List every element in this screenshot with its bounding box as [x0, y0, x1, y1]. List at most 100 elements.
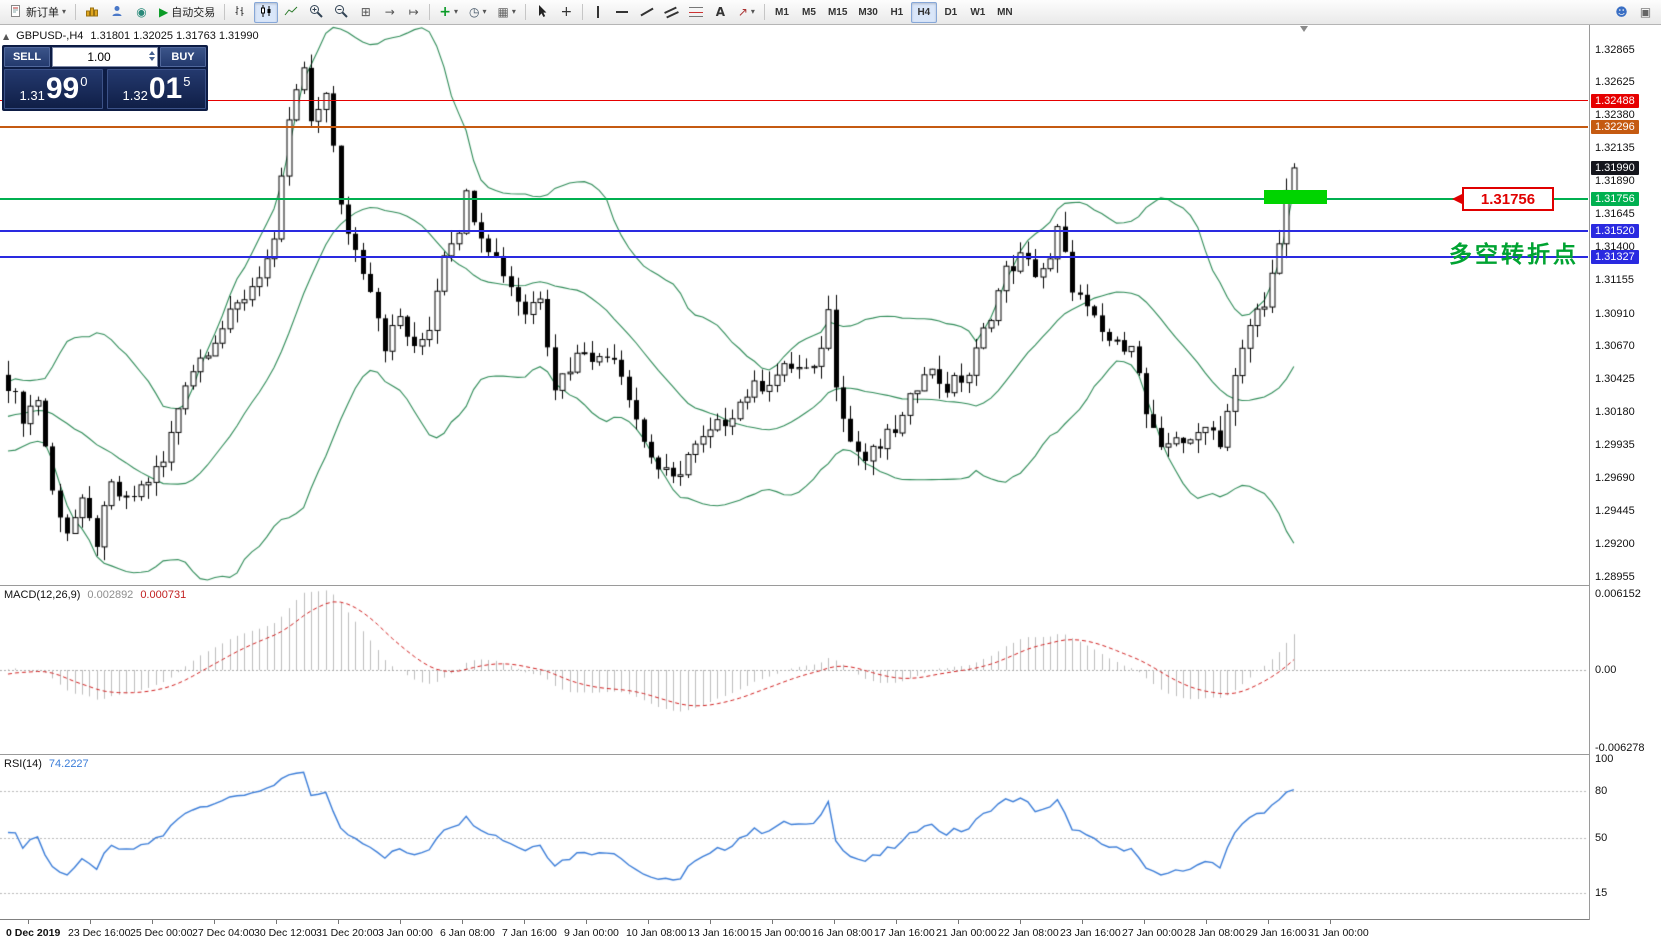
chart-shift-button[interactable]: ↦: [402, 2, 425, 23]
time-axis[interactable]: 0 Dec 2019 23 Dec 16:00 25 Dec 00:00 27 Dec…: [0, 920, 1661, 947]
price-axis-label: 1.32865: [1595, 44, 1635, 56]
buy-button[interactable]: BUY: [160, 47, 206, 67]
bar-chart-button[interactable]: [229, 2, 253, 23]
price-axis[interactable]: 1.32865 1.32625 1.32380 1.32135 1.31890 1.316…: [1589, 25, 1661, 920]
resistance-line-upper[interactable]: [0, 100, 1588, 102]
zoom-in-button[interactable]: [304, 2, 328, 23]
trendline-tool-button[interactable]: [635, 2, 659, 23]
market-watch-button[interactable]: ◉: [130, 2, 153, 23]
support-line-upper[interactable]: [0, 230, 1588, 233]
time-axis-tick: [772, 920, 773, 924]
auto-scroll-button[interactable]: →: [378, 2, 401, 23]
macd-axis-label: 0.00: [1595, 664, 1617, 676]
one-click-collapse-icon[interactable]: ▲: [3, 31, 10, 41]
time-axis-label: 10 Jan 08:00: [626, 927, 687, 939]
vertical-line-icon: [597, 6, 600, 18]
volume-up-icon[interactable]: [149, 51, 155, 55]
macd-signal-value: 0.000731: [140, 589, 187, 601]
cursor-button[interactable]: [530, 2, 554, 23]
timeframe-m1-button[interactable]: M1: [769, 2, 795, 23]
buy-price-display[interactable]: 1.32 01 5: [107, 69, 206, 109]
chart-title-row: ▲ GBPUSD-,H4 1.31801 1.32025 1.31763 1.3…: [3, 30, 259, 42]
price-axis-label: 1.29445: [1595, 505, 1635, 517]
channel-tool-button[interactable]: [660, 2, 683, 23]
new-order-button[interactable]: 新订单 ▾: [4, 2, 71, 23]
resistance-line-lower-badge: 1.32296: [1591, 120, 1639, 134]
time-axis-tick: [1082, 920, 1083, 924]
timeframe-d1-button[interactable]: D1: [938, 2, 964, 23]
support-line-upper-badge: 1.31520: [1591, 224, 1639, 238]
annotation-text[interactable]: 多空转折点: [1449, 241, 1579, 267]
chevron-down-icon: ▾: [750, 7, 755, 16]
macd-axis-label: -0.006278: [1595, 742, 1645, 754]
pivot-line[interactable]: [0, 198, 1588, 201]
chart-shift-marker-icon[interactable]: [1300, 26, 1308, 32]
periods-button[interactable]: ◷ ▾: [464, 2, 492, 23]
community-button[interactable]: ☻: [1610, 2, 1633, 23]
resistance-line-lower[interactable]: [0, 125, 1588, 128]
sell-button[interactable]: SELL: [4, 47, 50, 67]
indicators-button[interactable]: + ▾: [434, 2, 463, 23]
time-axis-tick: [338, 920, 339, 924]
time-axis-label: 13 Jan 16:00: [688, 927, 749, 939]
sell-price-small: 1.31: [19, 88, 45, 103]
time-axis-tick: [1268, 920, 1269, 924]
time-axis-tick: [648, 920, 649, 924]
crosshair-button[interactable]: +: [555, 2, 578, 23]
volume-input[interactable]: [53, 48, 157, 66]
price-chart-canvas[interactable]: [0, 25, 1588, 585]
timeframe-mn-button[interactable]: MN: [992, 2, 1018, 23]
price-axis-label: 1.30180: [1595, 406, 1635, 418]
price-callout-label[interactable]: 1.31756: [1452, 187, 1554, 212]
new-chart-button[interactable]: [80, 2, 104, 23]
price-axis-label: 1.31890: [1595, 175, 1635, 187]
sell-price-display[interactable]: 1.31 99 0: [4, 69, 103, 109]
fibonacci-tool-button[interactable]: [684, 2, 708, 23]
zoom-in-icon: [309, 4, 323, 21]
crosshair-icon: +: [560, 4, 573, 20]
macd-indicator-canvas[interactable]: [0, 586, 1588, 754]
time-axis-label: 31 Jan 00:00: [1308, 927, 1369, 939]
trendline-icon: [640, 7, 654, 17]
timeframe-m15-button[interactable]: M15: [823, 2, 852, 23]
profiles-button[interactable]: [105, 2, 129, 23]
toolbar-separator: [429, 4, 431, 20]
price-axis-label: 1.30425: [1595, 373, 1635, 385]
timeframe-m30-button[interactable]: M30: [853, 2, 882, 23]
sell-price-sup: 0: [80, 74, 88, 89]
templates-button[interactable]: ▦ ▾: [493, 2, 521, 23]
timeframe-h4-button[interactable]: H4: [910, 1, 937, 23]
rsi-panel: RSI(14) 74.2227: [0, 755, 1589, 920]
line-chart-button[interactable]: [279, 2, 303, 23]
price-callout-text: 1.31756: [1480, 190, 1536, 208]
timeframe-m5-button[interactable]: M5: [796, 2, 822, 23]
timeframe-w1-button[interactable]: W1: [965, 2, 991, 23]
highlight-rectangle[interactable]: [1264, 189, 1327, 205]
time-axis-tick: [1330, 920, 1331, 924]
price-axis-label: 1.31155: [1595, 274, 1634, 286]
candlestick-chart-button[interactable]: [254, 1, 279, 23]
templates-icon: ▦: [497, 5, 509, 19]
autotrading-button[interactable]: ▶ 自动交易: [154, 2, 220, 23]
time-axis-tick: [958, 920, 959, 924]
zoom-out-button[interactable]: [329, 2, 353, 23]
text-tool-button[interactable]: A: [709, 2, 732, 23]
resistance-line-upper-badge: 1.32488: [1591, 94, 1639, 108]
vertical-line-tool-button[interactable]: [587, 2, 610, 23]
price-axis-label: 1.29200: [1595, 538, 1635, 550]
one-click-trading-panel: SELL BUY 1.31 99 0 1.32: [2, 45, 208, 111]
time-axis-label: 28 Jan 08:00: [1184, 927, 1245, 939]
rsi-label: RSI(14): [4, 758, 42, 770]
arrows-tool-button[interactable]: ↗ ▾: [733, 2, 760, 23]
chevron-down-icon: ▾: [62, 7, 67, 16]
tile-windows-button[interactable]: ⊞: [354, 2, 377, 23]
layout-button[interactable]: ▣: [1634, 2, 1657, 23]
timeframe-h1-button[interactable]: H1: [884, 2, 910, 23]
macd-panel: MACD(12,26,9) 0.002892 0.000731: [0, 586, 1589, 755]
rsi-indicator-canvas[interactable]: [0, 755, 1588, 919]
support-line-lower[interactable]: [0, 256, 1588, 259]
volume-down-icon[interactable]: [149, 57, 155, 61]
price-axis-label: 1.30910: [1595, 308, 1635, 320]
horizontal-line-tool-button[interactable]: [611, 2, 634, 23]
